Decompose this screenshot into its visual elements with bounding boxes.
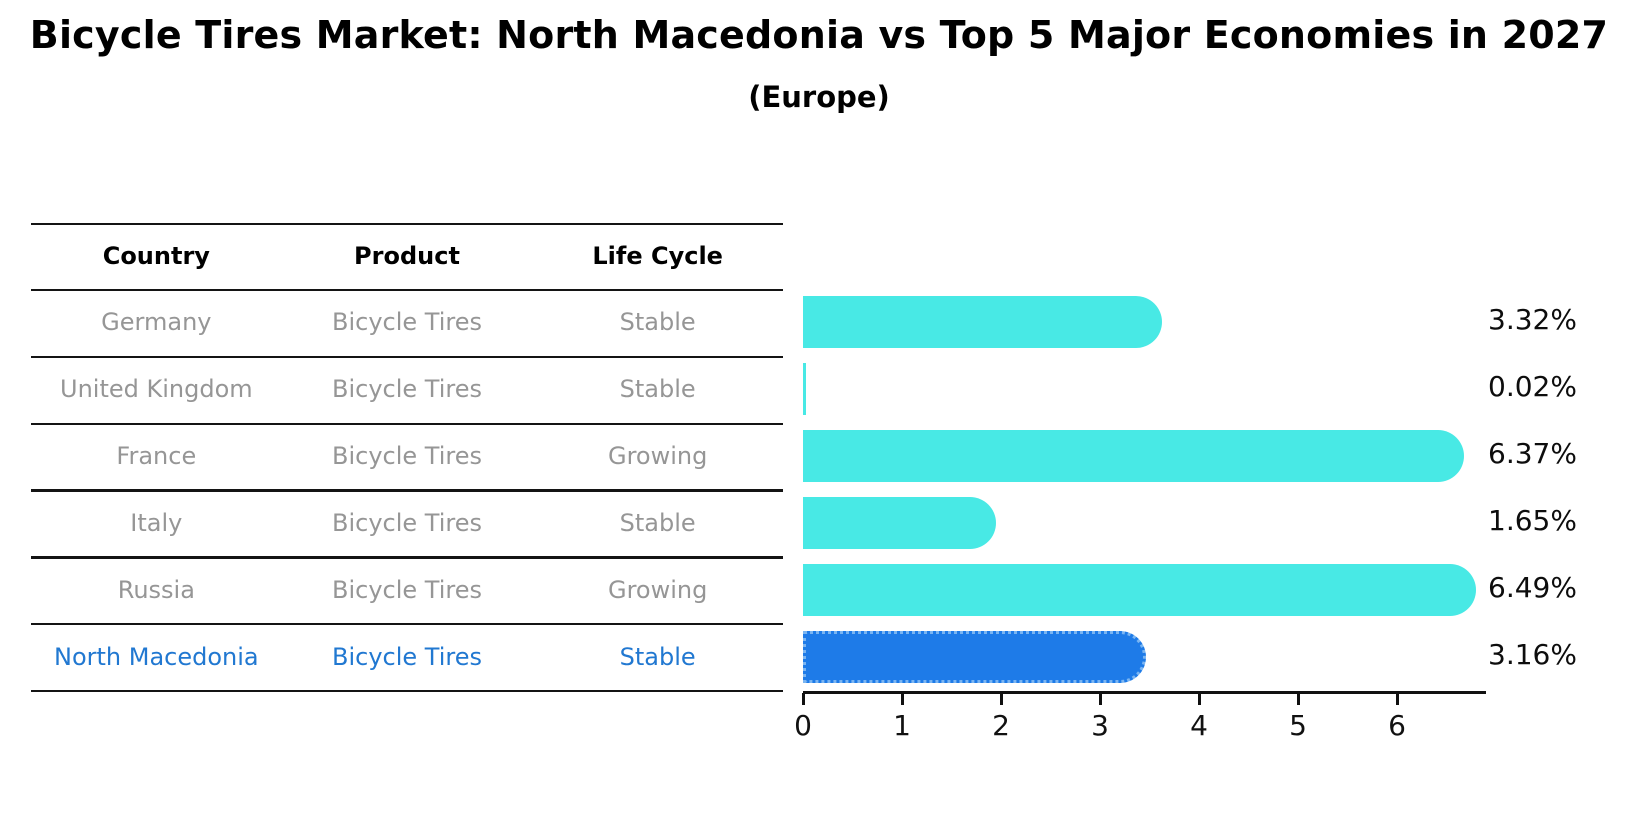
x-axis-tick [802,693,805,705]
x-axis-tick-label: 5 [1289,709,1307,742]
x-axis-tick [1198,693,1201,705]
table-cell: North Macedonia [54,642,259,671]
table-cell: Bicycle Tires [331,508,482,537]
table-cell: Italy [130,508,183,537]
column-header-product: Product [354,242,460,270]
table-row-rule [31,689,783,693]
bar-russia [803,563,1476,616]
table-top-rule [31,223,783,226]
bar-italy [803,496,997,549]
x-axis-tick [901,693,904,705]
table-cell: France [116,442,197,471]
x-axis-tick-label: 6 [1388,709,1406,742]
table-cell: Germany [101,308,212,337]
table-cell: Growing [607,442,708,471]
table-cell: Stable [619,308,696,337]
x-axis-tick [1396,693,1399,705]
x-axis-tick-label: 3 [1091,709,1109,742]
x-axis-tick-label: 1 [893,709,911,742]
x-axis-tick [1000,693,1003,705]
value-label: 0.02% [1488,370,1577,404]
bar-north-macedonia [803,630,1146,683]
table-row-rule [31,556,783,559]
table-cell: Bicycle Tires [331,575,482,604]
chart-subtitle: (Europe) [748,80,890,114]
x-axis-tick [1099,693,1102,705]
x-axis-tick-label: 2 [992,709,1010,742]
table-row-rule [31,623,783,626]
table-row-rule [31,489,783,492]
bar-france [803,430,1464,483]
value-label: 6.49% [1488,570,1577,604]
table-cell: Stable [619,642,696,671]
value-label: 1.65% [1488,503,1577,537]
bar-united-kingdom [803,363,806,416]
value-label: 3.32% [1488,303,1577,337]
table-cell: Stable [619,508,696,537]
table-cell: Russia [117,575,195,604]
value-label: 3.16% [1488,637,1577,671]
table-row-rule [31,289,783,292]
table-cell: United Kingdom [60,375,253,404]
table-cell: Growing [607,575,708,604]
table-cell: Bicycle Tires [331,308,482,337]
x-axis-tick-label: 4 [1190,709,1208,742]
column-header-country: Country [102,242,210,270]
table-row-rule [31,422,783,425]
table-cell: Bicycle Tires [331,442,482,471]
chart-title: Bicycle Tires Market: North Macedonia vs… [29,13,1609,57]
column-header-life-cycle: Life Cycle [592,242,723,270]
table-cell: Bicycle Tires [331,642,482,671]
value-label: 6.37% [1488,437,1577,471]
table-cell: Stable [619,375,696,404]
table-row-rule [31,355,783,359]
x-axis-tick-label: 0 [794,709,812,742]
bar-germany [803,296,1162,349]
x-axis-tick [1297,693,1300,705]
table-cell: Bicycle Tires [331,375,482,404]
x-axis-line [803,691,1486,694]
